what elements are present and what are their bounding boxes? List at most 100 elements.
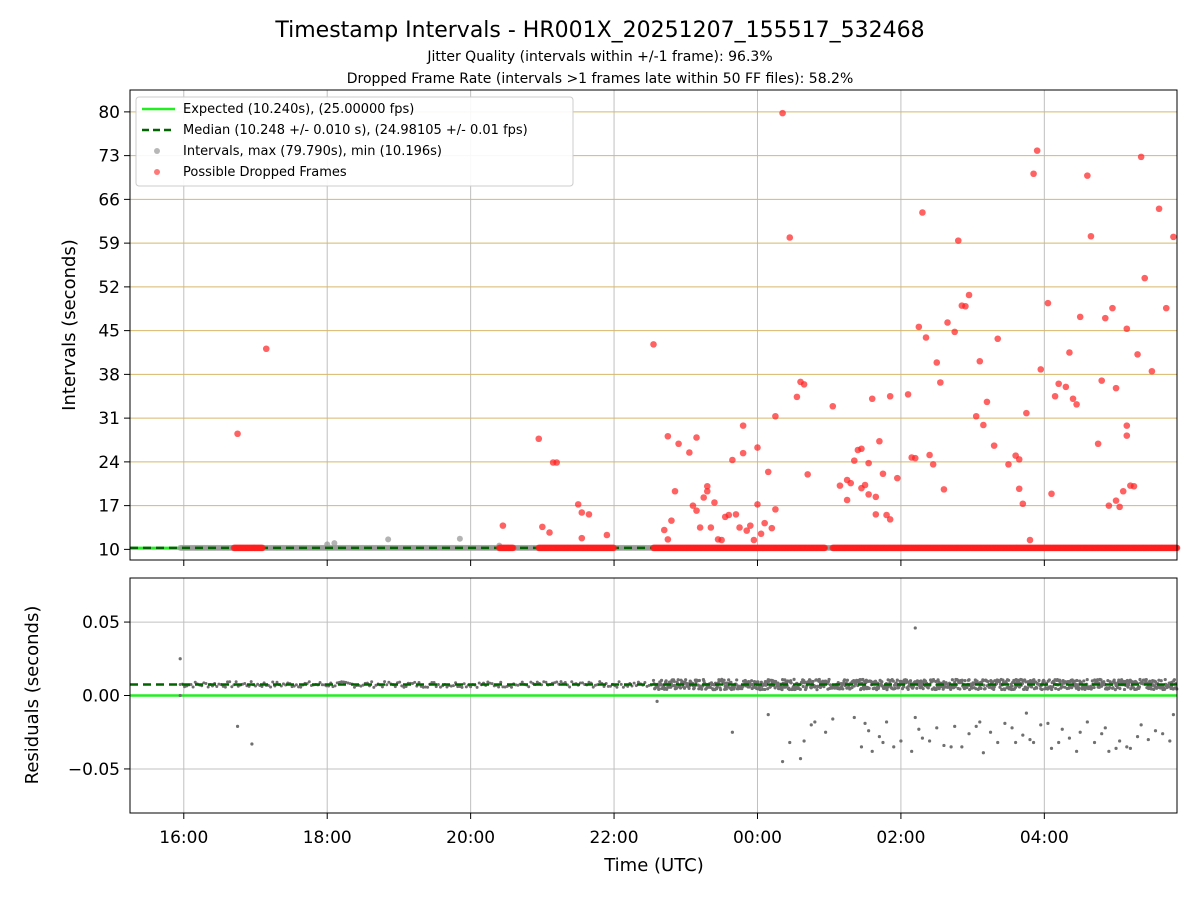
intervals-grid <box>130 90 1177 560</box>
residual-point <box>1003 687 1007 692</box>
residual-outlier-point <box>870 749 874 753</box>
residual-point <box>722 678 726 682</box>
residual-point <box>632 681 636 685</box>
dropped-frame-point <box>1015 485 1023 493</box>
dropped-frame-point <box>725 511 733 519</box>
residual-point <box>1120 678 1124 682</box>
residual-outlier-point <box>655 699 659 703</box>
dropped-frame-point <box>940 486 948 493</box>
residual-point <box>464 685 468 689</box>
residual-point <box>838 687 843 691</box>
dropped-frame-point <box>671 487 679 495</box>
residual-point <box>436 683 440 687</box>
residual-outlier-point <box>852 715 856 720</box>
residual-point <box>822 684 826 689</box>
residual-outlier-point <box>981 751 985 755</box>
dropped-frame-point <box>772 506 779 513</box>
residual-point <box>1010 684 1014 688</box>
dropped-frame-point <box>1137 153 1145 161</box>
residual-point <box>937 680 941 684</box>
chart-subtitle-jitter: Jitter Quality (intervals within +/-1 fr… <box>426 49 772 65</box>
residual-point <box>724 687 728 691</box>
residual-point <box>789 681 793 685</box>
dropped-frame-point <box>703 482 711 490</box>
intervals-y-tick-label: 24 <box>98 453 120 473</box>
dropped-frame-point <box>915 323 923 331</box>
residual-point <box>735 678 739 682</box>
residual-point <box>1172 678 1177 682</box>
dropped-frame-point <box>929 461 937 468</box>
legend-dropped-label: Possible Dropped Frames <box>183 165 347 180</box>
residual-point <box>529 680 533 684</box>
dropped-frame-point <box>1030 170 1037 178</box>
residual-point <box>477 681 481 685</box>
dropped-frame-point <box>1112 497 1120 504</box>
residual-point <box>615 685 619 689</box>
dropped-frame-point <box>539 523 546 531</box>
dropped-frame-point <box>750 536 758 544</box>
residual-outlier-point <box>863 721 867 726</box>
residual-point <box>380 685 384 689</box>
residual-point <box>669 685 673 689</box>
legend-box <box>135 96 574 187</box>
dropped-frame-point <box>675 440 682 448</box>
residual-outlier-point <box>1135 735 1140 739</box>
residual-point <box>798 687 802 691</box>
dropped-frame-point <box>610 544 617 552</box>
dropped-frame-point <box>1073 401 1080 408</box>
residual-point <box>1035 686 1039 690</box>
intervals-y-axis-label: Intervals (seconds) <box>59 239 80 411</box>
intervals-y-ticks: 10 17 24 31 38 45 52 59 66 73 80 <box>98 103 1045 566</box>
dropped-frame-point <box>736 524 743 531</box>
residual-point <box>997 680 1002 684</box>
residual-point <box>1148 679 1152 683</box>
residual-point <box>275 680 279 684</box>
residual-point <box>204 682 208 686</box>
interval-point <box>456 535 463 542</box>
residual-point <box>226 680 230 684</box>
residual-point <box>193 680 197 684</box>
dropped-frame-point <box>754 501 761 508</box>
residual-point <box>808 678 812 683</box>
residual-point <box>383 680 387 684</box>
residual-outlier-point <box>178 657 182 661</box>
residual-outlier-point <box>1171 712 1176 717</box>
dropped-frame-point <box>865 459 872 467</box>
residual-outlier-point <box>730 730 734 734</box>
residual-point <box>902 685 906 689</box>
residual-point <box>374 683 378 687</box>
interval-point <box>324 541 331 548</box>
residual-outlier-point <box>788 740 792 745</box>
residual-point <box>983 686 987 691</box>
residual-point <box>1122 687 1127 692</box>
dropped-frame-point <box>585 511 593 518</box>
dropped-frame-point <box>922 334 930 341</box>
residual-point <box>1129 687 1133 691</box>
residual-point <box>859 687 863 691</box>
dropped-frame-point <box>689 502 697 509</box>
residual-outlier-point <box>867 729 871 733</box>
residual-outlier-point <box>250 742 254 746</box>
x-tick-label: 16:00 <box>159 828 208 848</box>
dropped-frame-point <box>693 434 700 441</box>
residual-point <box>243 681 247 685</box>
residual-point <box>570 680 574 684</box>
dropped-frame-point <box>1084 172 1091 179</box>
dropped-frame-point <box>1119 487 1127 495</box>
residuals-marks <box>130 626 1179 764</box>
residual-outlier-point <box>1125 745 1129 749</box>
residual-point <box>880 680 884 684</box>
residual-outlier-point <box>1114 746 1118 750</box>
x-axis-label: Time (UTC) <box>603 855 704 876</box>
residual-point <box>1167 684 1171 689</box>
residual-point <box>393 685 397 689</box>
residual-point <box>700 687 704 691</box>
residual-point <box>967 678 971 682</box>
residual-point <box>918 682 922 686</box>
residual-point <box>1159 686 1163 690</box>
residual-point <box>921 687 925 691</box>
residual-point <box>664 679 668 683</box>
residual-point <box>1001 678 1005 682</box>
dropped-frame-point <box>743 527 751 534</box>
